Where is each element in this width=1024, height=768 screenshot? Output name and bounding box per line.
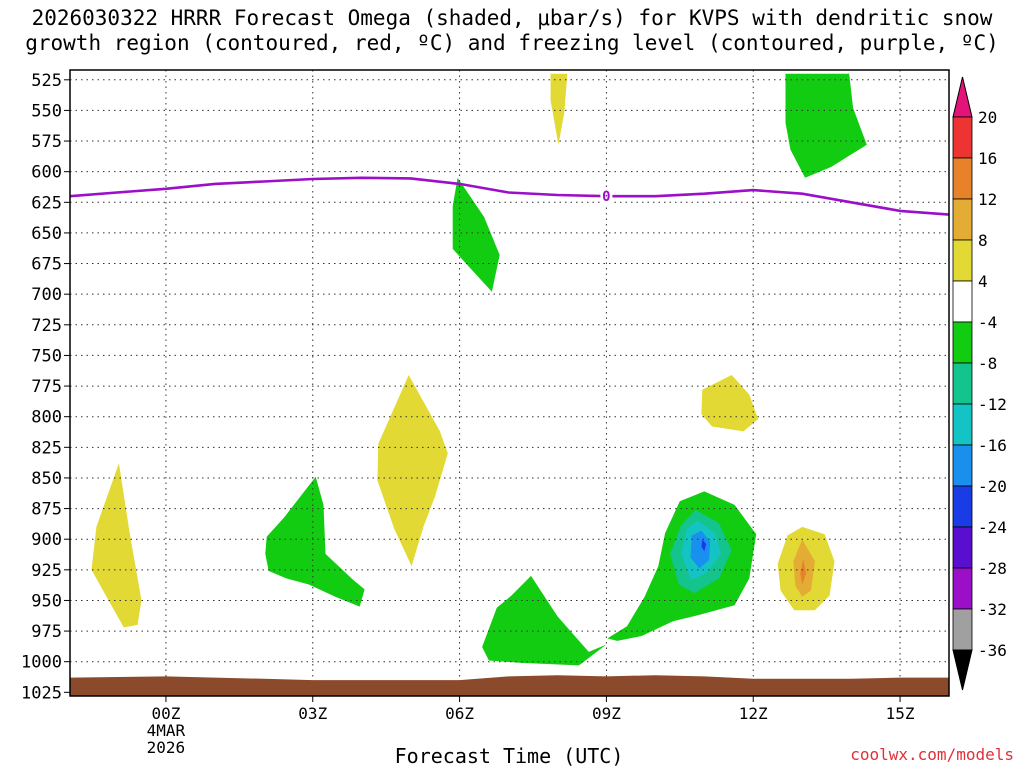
colorbar-bin--12-to--8: [952, 362, 973, 405]
freezing-level-label: 0: [602, 189, 610, 205]
omega-shading-layer: [91, 73, 867, 666]
colorbar-bin--20-to--16: [952, 444, 973, 487]
omega-area-green-07z-low: [482, 575, 607, 666]
ytick-label-825: 825: [31, 438, 62, 458]
colorbar-bin--28-to--24: [952, 526, 973, 569]
ytick-label-600: 600: [31, 163, 62, 183]
ytick-label-725: 725: [31, 316, 62, 336]
colorbar-label-12: 12: [978, 190, 997, 209]
omega-area-yellow-0z-low: [91, 463, 142, 628]
omega-area-orange-13z: [800, 558, 807, 585]
ytick-label-625: 625: [31, 193, 62, 213]
x-axis-label: Forecast Time (UTC): [394, 744, 624, 768]
xtick-label-12Z: 12Z: [739, 704, 768, 723]
terrain-fill: [70, 675, 949, 696]
omega-area-blue-11z-core: [701, 539, 707, 552]
colorbar-bin-12-to-16: [952, 157, 973, 200]
ytick-label-800: 800: [31, 408, 62, 428]
ytick-label-525: 525: [31, 71, 62, 91]
colorbar-label--12: -12: [978, 395, 1007, 414]
plot-frame: [69, 69, 950, 697]
chart-title: 2026030322 HRRR Forecast Omega (shaded, …: [0, 6, 1024, 56]
xtick-date-00Z: 4MAR: [147, 721, 186, 740]
ytick-label-850: 850: [31, 469, 62, 489]
colorbar-label--36: -36: [978, 641, 1007, 660]
ytick-label-675: 675: [31, 255, 62, 275]
colorbar-bin--24-to--20: [952, 485, 973, 528]
ytick-label-900: 900: [31, 530, 62, 550]
colorbar-label--4: -4: [978, 313, 997, 332]
xtick-label-03Z: 03Z: [298, 704, 327, 723]
omega-area-yellow-08z-top: [550, 73, 568, 145]
xtick-year-00Z: 2026: [147, 738, 186, 757]
ytick-label-775: 775: [31, 377, 62, 397]
colorbar-label--16: -16: [978, 436, 1007, 455]
colorbar-label-20: 20: [978, 108, 997, 127]
ytick-label-750: 750: [31, 346, 62, 366]
xtick-label-09Z: 09Z: [592, 704, 621, 723]
ytick-label-975: 975: [31, 622, 62, 642]
omega-area-yellow-05z: [377, 375, 448, 567]
terrain-layer: [70, 675, 949, 696]
omega-area-green-06z: [452, 177, 500, 292]
ytick-label-1000: 1000: [21, 653, 62, 673]
title-line-2: growth region (contoured, red, ºC) and f…: [25, 31, 999, 55]
colorbar-bin-8-to-12: [952, 198, 973, 241]
colorbar-label-8: 8: [978, 231, 988, 250]
omega-area-green-03z: [265, 476, 365, 607]
colorbar-label-16: 16: [978, 149, 997, 168]
ytick-label-950: 950: [31, 591, 62, 611]
ytick-label-925: 925: [31, 561, 62, 581]
ytick-label-575: 575: [31, 132, 62, 152]
colorbar-label--20: -20: [978, 477, 1007, 496]
colorbar: 20 16 12 8 4 -4 -8 -12 -16 -20 -24 -28 -32 -36: [952, 76, 1007, 691]
xtick-label-15Z: 15Z: [886, 704, 915, 723]
ytick-label-700: 700: [31, 285, 62, 305]
freezing-level-line: [70, 176, 949, 216]
colorbar-label--24: -24: [978, 518, 1007, 537]
y-axis-ticks: 525 550 575 600 625 650 675 700 725 750 775 800 825 8…: [21, 71, 70, 703]
colorbar-under-triangle: [952, 649, 973, 691]
title-line-1: 2026030322 HRRR Forecast Omega (shaded, …: [31, 6, 993, 30]
colorbar-bin--36-to--32: [952, 608, 973, 651]
ytick-label-650: 650: [31, 224, 62, 244]
colorbar-label--32: -32: [978, 600, 1007, 619]
freezing-level-layer: 0: [70, 176, 949, 216]
omega-area-green-upper-right: [785, 73, 867, 178]
colorbar-bin-4-to-8: [952, 239, 973, 282]
colorbar-label--8: -8: [978, 354, 997, 373]
colorbar-label--28: -28: [978, 559, 1007, 578]
colorbar-label-4: 4: [978, 272, 988, 291]
colorbar-bin--8-to--4: [952, 321, 973, 364]
freezing-label-bg: [600, 188, 613, 205]
omega-area-lightblue-11z: [690, 530, 711, 569]
colorbar-bin--4-to-4: [952, 280, 973, 323]
ytick-label-1025: 1025: [21, 683, 62, 703]
omega-area-yellow-11z: [701, 375, 759, 432]
colorbar-bin-16-to-20: [952, 116, 973, 159]
colorbar-over-triangle: [952, 76, 973, 118]
ytick-label-875: 875: [31, 500, 62, 520]
xtick-label-06Z: 06Z: [445, 704, 474, 723]
grid-layer: [70, 70, 949, 696]
colorbar-bin--16-to--12: [952, 403, 973, 446]
colorbar-bin--32-to--28: [952, 567, 973, 610]
credit-text: coolwx.com/models: [850, 745, 1014, 764]
ytick-label-550: 550: [31, 101, 62, 121]
xtick-label-00Z: 00Z: [151, 704, 180, 723]
